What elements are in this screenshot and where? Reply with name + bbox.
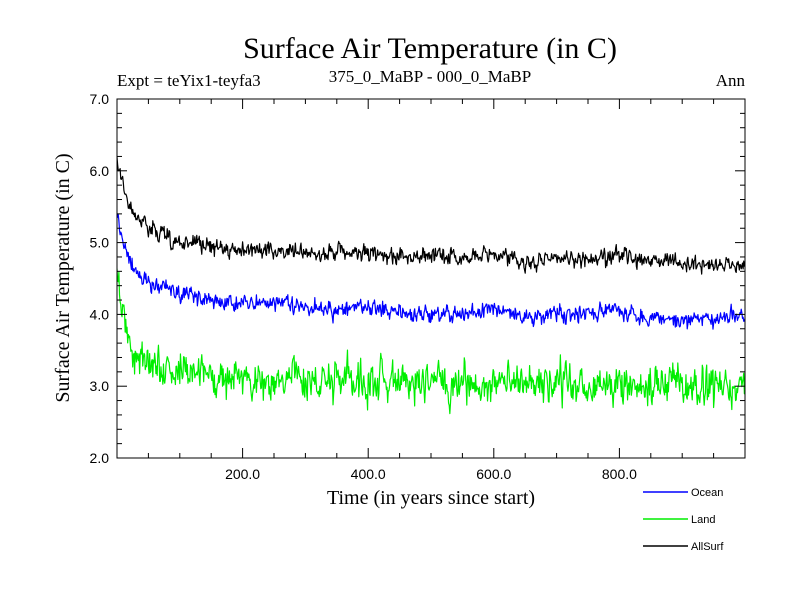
plot-frame: [116, 98, 746, 459]
chart-subtitle-right: Ann: [716, 71, 746, 90]
legend-label-allsurf: AllSurf: [691, 541, 724, 553]
series-line-land: [117, 268, 745, 415]
y-tick-label: 6.0: [90, 163, 110, 179]
x-axis-label: Time (in years since start): [327, 487, 535, 509]
chart-title: Surface Air Temperature (in C): [243, 32, 617, 65]
x-tick-label: 400.0: [351, 466, 386, 482]
chart-subtitle-left: Expt = teYix1-teyfa3: [117, 71, 261, 90]
legend-label-ocean: Ocean: [691, 487, 723, 499]
chart-subtitle-center: 375_0_MaBP - 000_0_MaBP: [329, 67, 531, 86]
series-line-ocean: [117, 213, 745, 330]
x-tick-label: 800.0: [602, 466, 637, 482]
legend-label-land: Land: [691, 514, 715, 526]
y-tick-label: 4.0: [90, 306, 110, 322]
x-tick-label: 600.0: [476, 466, 511, 482]
legend: Ocean Land AllSurf: [643, 487, 724, 553]
x-tick-label: 200.0: [225, 466, 260, 482]
y-tick-label: 7.0: [90, 91, 110, 107]
series-line-allsurf: [117, 156, 745, 275]
y-tick-label: 5.0: [90, 235, 110, 251]
y-axis-label: Surface Air Temperature (in C): [52, 153, 74, 402]
y-tick-label: 3.0: [90, 378, 110, 394]
y-tick-label: 2.0: [90, 450, 110, 466]
